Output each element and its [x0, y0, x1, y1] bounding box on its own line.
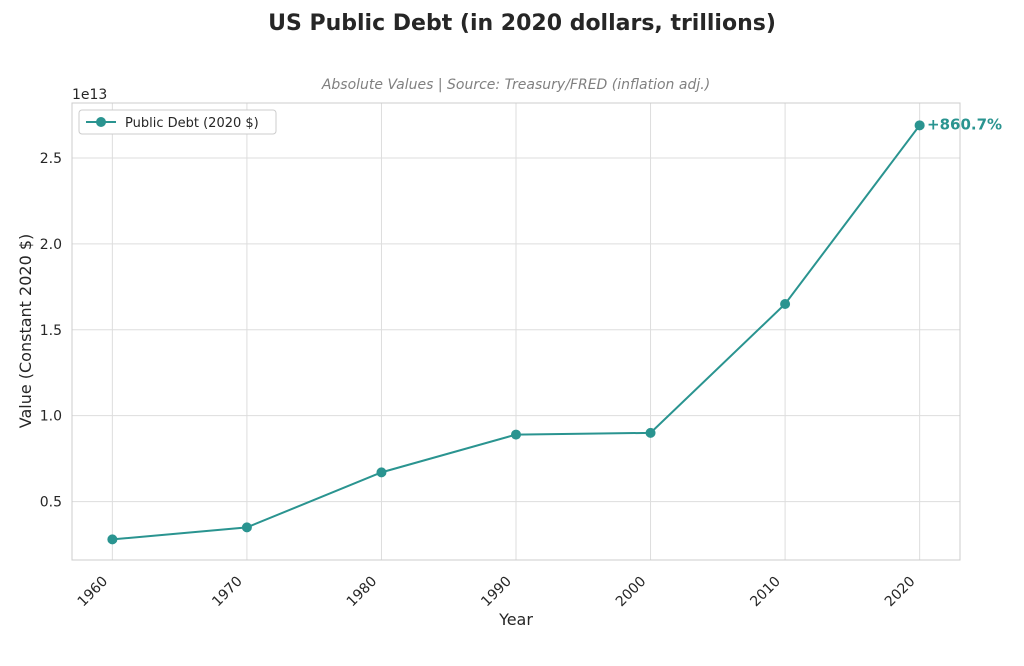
- legend-label: Public Debt (2020 $): [125, 116, 259, 131]
- x-tick-label: 2000: [613, 574, 650, 611]
- chart-subtitle: Absolute Values | Source: Treasury/FRED …: [321, 77, 710, 93]
- data-point: [780, 299, 791, 310]
- x-ticks: 1960 1970 1980 1990 2000 2010 2020: [75, 574, 919, 611]
- data-point: [376, 467, 387, 478]
- y-tick-label: 1.5: [40, 323, 62, 339]
- x-tick-label: 2010: [747, 574, 784, 611]
- y-offset-label: 1e13: [72, 87, 107, 103]
- y-tick-label: 2.0: [40, 237, 62, 253]
- x-tick-label: 1980: [344, 574, 381, 611]
- x-tick-label: 1960: [75, 574, 112, 611]
- data-point: [914, 120, 925, 131]
- data-point: [511, 429, 521, 440]
- x-tick-label: 2020: [882, 574, 919, 611]
- x-tick-label: 1990: [478, 574, 515, 611]
- y-tick-label: 0.5: [40, 495, 62, 511]
- data-point: [241, 522, 252, 533]
- y-tick-label: 1.0: [40, 409, 62, 425]
- x-tick-label: 1970: [209, 574, 246, 611]
- legend-marker: [96, 117, 106, 127]
- y-ticks: 0.5 1.0 1.5 2.0 2.5: [40, 151, 62, 511]
- series-layer: [107, 120, 925, 545]
- y-axis-label: Value (Constant 2020 $): [16, 234, 35, 429]
- x-axis-label: Year: [498, 610, 533, 629]
- annotation-label: +860.7%: [927, 115, 1002, 133]
- grid: [72, 103, 960, 560]
- data-point: [645, 427, 656, 438]
- plot-frame: [71, 102, 961, 561]
- chart-title: US Public Debt (in 2020 dollars, trillio…: [268, 11, 776, 36]
- legend: Public Debt (2020 $): [78, 109, 277, 135]
- legend-box: [78, 109, 277, 135]
- data-point: [107, 534, 118, 545]
- y-tick-label: 2.5: [40, 151, 62, 167]
